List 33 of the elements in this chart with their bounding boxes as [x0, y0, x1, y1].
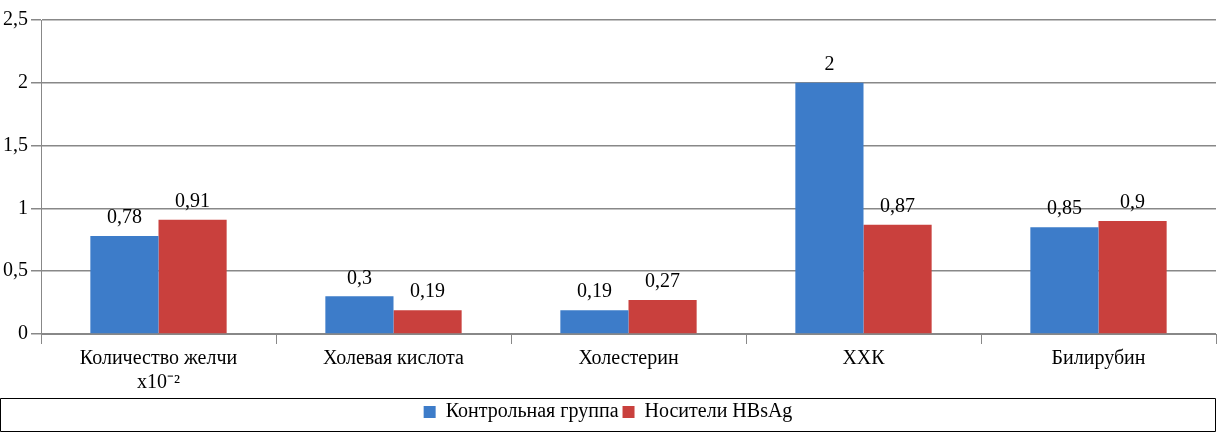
y-tick-label: 0	[18, 321, 28, 344]
bar	[1030, 227, 1099, 334]
bar	[158, 219, 227, 334]
data-label: 2	[824, 52, 835, 75]
x-tick-label: Количество желчи x10⁻²	[79, 346, 238, 393]
y-tick-label: 2,5	[3, 7, 28, 30]
y-tick-label: 1	[18, 195, 28, 218]
data-label: 0,19	[410, 279, 446, 302]
x-tick-label: Билирубин	[1051, 346, 1146, 370]
bar	[628, 300, 697, 334]
data-label: 0,87	[880, 193, 916, 216]
data-label: 0,9	[1120, 190, 1146, 213]
bar	[1098, 220, 1167, 334]
data-label: 0,3	[346, 265, 372, 288]
data-label: 0,85	[1046, 196, 1082, 219]
x-tick-label: Холестерин	[578, 346, 679, 370]
x-tick-label: ХХК	[842, 346, 886, 369]
bar	[560, 310, 629, 334]
bar	[90, 236, 159, 334]
legend-label: Контрольная группа	[445, 399, 619, 423]
data-label: 0,91	[175, 188, 211, 211]
y-tick-label: 0,5	[3, 258, 28, 281]
y-tick-label: 2	[18, 70, 28, 93]
x-tick-label: Холевая кислота	[323, 346, 465, 369]
bar	[863, 224, 932, 334]
legend-label: Носители HBsAg	[644, 399, 793, 423]
y-tick-label: 1,5	[3, 132, 28, 155]
data-label: 0,19	[576, 279, 612, 302]
bar	[795, 82, 864, 334]
data-label: 0,27	[645, 269, 681, 292]
bar	[325, 296, 394, 334]
data-label: 0,78	[106, 205, 142, 228]
bar	[393, 310, 462, 334]
